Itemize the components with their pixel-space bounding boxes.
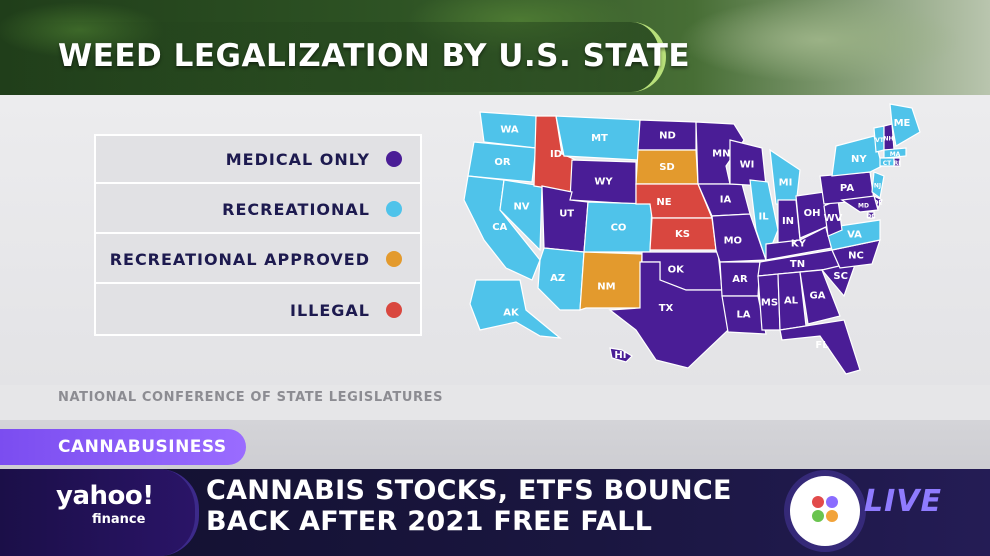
- state-ga: [799, 269, 841, 325]
- state-label-ut: UT: [559, 208, 574, 219]
- state-label-va: VA: [847, 230, 862, 241]
- legend-label: RECREATIONAL APPROVED: [109, 249, 370, 269]
- state-tx: [608, 261, 729, 369]
- state-label-mn: MN: [712, 148, 730, 159]
- finance-logo: finance: [92, 512, 146, 527]
- state-label-al: AL: [784, 296, 799, 307]
- state-label-or: OR: [494, 157, 511, 168]
- state-mo: [711, 213, 767, 263]
- state-label-hi: HI: [614, 350, 626, 361]
- state-label-ak: AK: [503, 308, 520, 319]
- state-label-nj: NJ: [874, 183, 881, 190]
- state-label-nv: NV: [513, 202, 529, 213]
- state-label-tx: TX: [659, 303, 674, 314]
- headline-line-1: CANNABIS STOCKS, ETFS BOUNCE: [206, 475, 732, 506]
- state-label-co: CO: [611, 223, 627, 234]
- state-or: [467, 141, 537, 183]
- title-pill: [0, 22, 666, 92]
- state-ri: [893, 157, 901, 167]
- state-label-ms: MS: [761, 298, 778, 309]
- legend-swatch: [386, 151, 402, 167]
- state-label-fl: FL: [815, 340, 829, 351]
- state-label-ar: AR: [732, 274, 748, 285]
- state-md: [840, 195, 879, 213]
- state-label-id: ID: [550, 149, 562, 160]
- state-label-pa: PA: [840, 183, 854, 194]
- state-label-ct: CT: [883, 160, 892, 167]
- category-label: CANNABUSINESS: [58, 437, 227, 457]
- state-label-ks: KS: [675, 229, 690, 240]
- state-label-nh: NH: [883, 136, 893, 143]
- state-dc: [867, 211, 875, 219]
- state-label-nd: ND: [659, 131, 676, 142]
- legend-swatch: [386, 201, 402, 217]
- state-label-md: MD: [858, 203, 869, 210]
- legend-swatch: [386, 302, 402, 318]
- logo-box: [0, 469, 199, 556]
- state-label-ky: KY: [791, 239, 807, 250]
- live-logo-icon: [790, 476, 860, 546]
- legend-item-recreational-approved: RECREATIONAL APPROVED: [96, 236, 420, 284]
- state-label-me: ME: [894, 118, 911, 129]
- state-label-mi: MI: [779, 178, 793, 189]
- state-label-sc: SC: [833, 271, 848, 282]
- state-nm: [579, 251, 643, 311]
- headline: CANNABIS STOCKS, ETFS BOUNCE BACK AFTER …: [206, 475, 766, 537]
- state-ak: [469, 279, 562, 339]
- category-tag: [0, 429, 246, 465]
- yahoo-logo: yahoo!: [56, 481, 154, 511]
- map-legend: MEDICAL ONLY RECREATIONAL RECREATIONAL A…: [94, 134, 422, 336]
- legend-label: RECREATIONAL: [222, 199, 370, 219]
- page-title: WEED LEGALIZATION BY U.S. STATE: [58, 38, 691, 74]
- state-hi: [609, 347, 633, 363]
- state-fl: [779, 319, 861, 375]
- state-label-de: DE: [873, 199, 882, 206]
- state-label-sd: SD: [659, 162, 675, 173]
- state-nv: [499, 179, 543, 252]
- state-label-ok: OK: [668, 265, 686, 276]
- legend-swatch: [386, 251, 402, 267]
- state-label-ny: NY: [851, 154, 867, 165]
- state-la: [721, 295, 767, 335]
- state-label-mo: MO: [724, 235, 742, 246]
- state-label-ca: CA: [492, 222, 507, 233]
- state-label-wa: WA: [500, 125, 519, 136]
- us-map-svg: WA OR CA NV ID MT WY UT AZ CO NM ND SD NE KS OK TX MN IA MO…: [463, 103, 921, 375]
- state-label-ma: MA: [890, 151, 901, 158]
- state-label-ga: GA: [810, 291, 826, 302]
- legend-label: ILLEGAL: [290, 300, 370, 320]
- state-label-il: IL: [759, 211, 770, 222]
- state-label-nm: NM: [597, 281, 615, 292]
- state-label-ne: NE: [656, 197, 671, 208]
- legend-item-recreational: RECREATIONAL: [96, 186, 420, 234]
- state-label-ri: RI: [894, 160, 901, 167]
- source-credit: NATIONAL CONFERENCE OF STATE LEGISLATURE…: [58, 390, 444, 405]
- state-label-mt: MT: [591, 133, 608, 144]
- headline-line-2: BACK AFTER 2021 FREE FALL: [206, 506, 653, 537]
- state-label-az: AZ: [550, 273, 565, 284]
- state-nj: [871, 171, 885, 200]
- state-label-la: LA: [736, 310, 750, 321]
- legend-label: MEDICAL ONLY: [225, 149, 370, 169]
- state-label-nc: NC: [848, 251, 864, 262]
- yahoo-dots-icon: [812, 496, 838, 522]
- state-label-tn: TN: [790, 259, 805, 270]
- state-label-wy: WY: [594, 177, 613, 188]
- state-label-vt: VT: [875, 137, 885, 144]
- state-ma: [883, 147, 907, 159]
- state-label-dc: DC: [866, 213, 876, 220]
- state-ny: [831, 135, 883, 177]
- legend-item-medical-only: MEDICAL ONLY: [96, 136, 420, 184]
- legend-item-illegal: ILLEGAL: [96, 286, 420, 334]
- state-label-oh: OH: [804, 208, 821, 219]
- state-label-ia: IA: [720, 195, 732, 206]
- state-label-wv: WV: [824, 213, 843, 224]
- us-map: WA OR CA NV ID MT WY UT AZ CO NM ND SD NE KS OK TX MN IA MO…: [460, 100, 940, 375]
- state-label-in: IN: [782, 216, 794, 227]
- state-label-wi: WI: [740, 160, 755, 171]
- state-me: [889, 103, 921, 147]
- live-label: LIVE: [864, 484, 942, 519]
